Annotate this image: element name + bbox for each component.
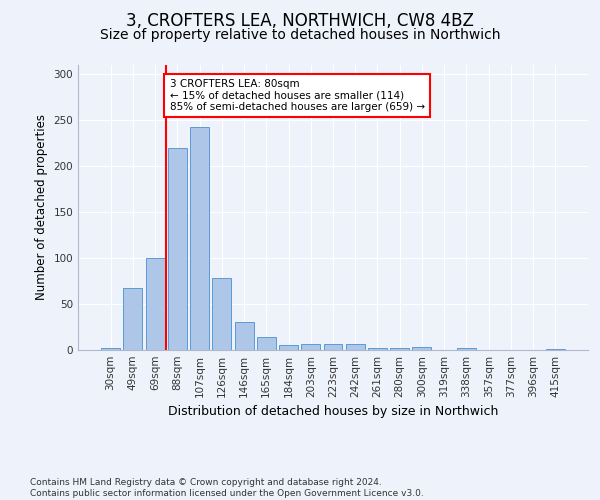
Bar [257,337,276,350]
Bar [368,348,387,350]
Bar [412,347,431,350]
Bar [346,344,365,350]
Bar [279,346,298,350]
Y-axis label: Number of detached properties: Number of detached properties [35,114,48,300]
Bar [323,344,343,350]
Text: 3, CROFTERS LEA, NORTHWICH, CW8 4BZ: 3, CROFTERS LEA, NORTHWICH, CW8 4BZ [126,12,474,30]
Bar [168,148,187,350]
X-axis label: Distribution of detached houses by size in Northwich: Distribution of detached houses by size … [168,406,498,418]
Bar [546,349,565,350]
Text: 3 CROFTERS LEA: 80sqm
← 15% of detached houses are smaller (114)
85% of semi-det: 3 CROFTERS LEA: 80sqm ← 15% of detached … [170,79,425,112]
Bar [457,348,476,350]
Bar [301,344,320,350]
Bar [124,288,142,350]
Bar [235,322,254,350]
Text: Size of property relative to detached houses in Northwich: Size of property relative to detached ho… [100,28,500,42]
Text: Contains HM Land Registry data © Crown copyright and database right 2024.
Contai: Contains HM Land Registry data © Crown c… [30,478,424,498]
Bar [101,348,120,350]
Bar [390,348,409,350]
Bar [146,258,164,350]
Bar [212,278,231,350]
Bar [190,126,209,350]
